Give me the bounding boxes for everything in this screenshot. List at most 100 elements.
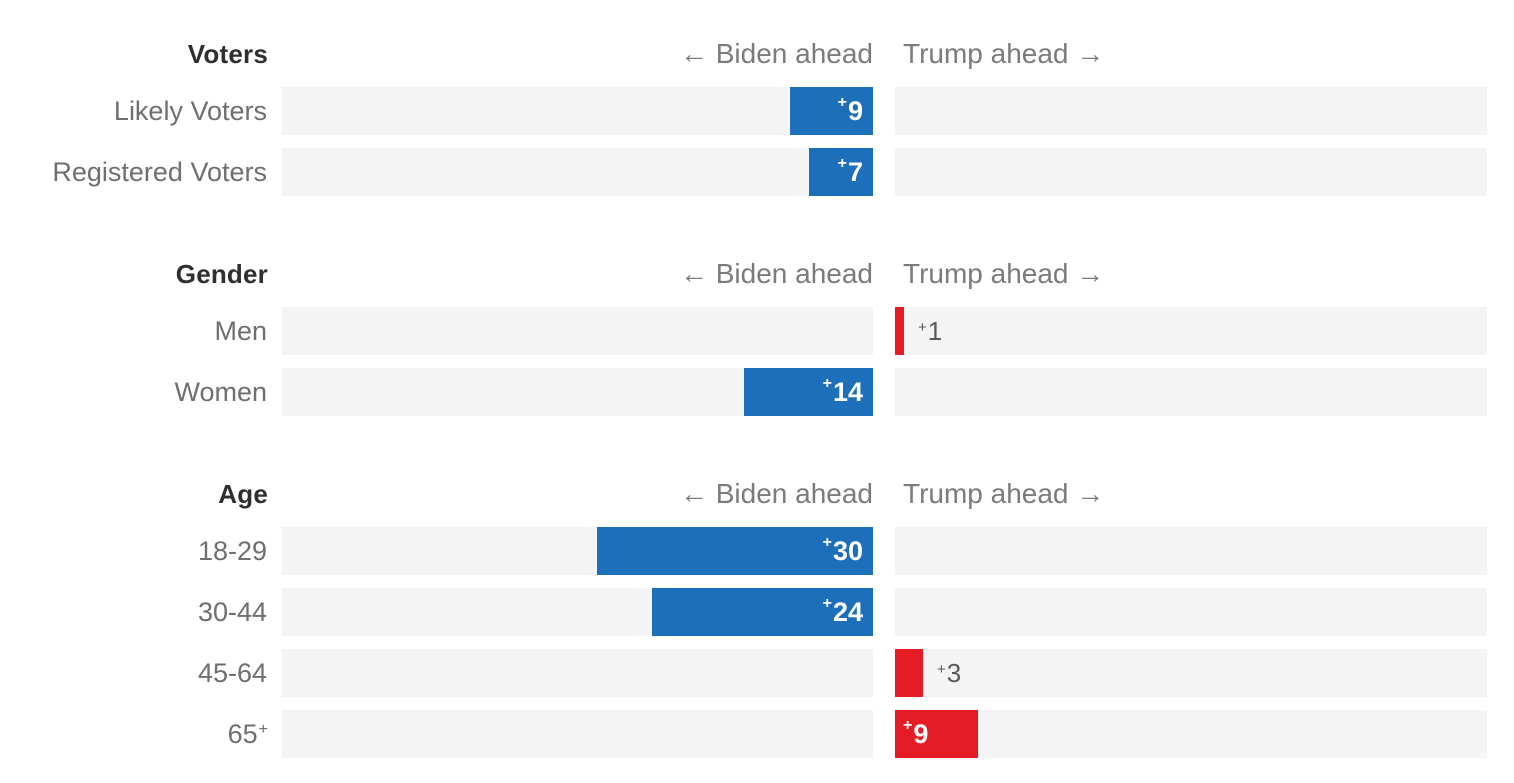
trump-side-track: [895, 588, 1487, 636]
biden-margin-bar: +24: [652, 588, 873, 636]
biden-side-track: +9: [282, 87, 873, 135]
biden-side-track: +24: [282, 588, 873, 636]
row-65: 65+ +9: [0, 710, 1514, 758]
spacer: [268, 253, 282, 295]
row-likely-voters: Likely Voters +9: [0, 87, 1514, 135]
trump-side-track: [895, 87, 1487, 135]
biden-margin-bar: +9: [790, 87, 873, 135]
poll-margin-chart: Voters ← Biden ahead Trump ahead → Likely V…: [0, 33, 1514, 758]
center-gap: [873, 87, 895, 140]
margin-value-sign: +: [837, 155, 847, 172]
trump-side-track: +1: [895, 307, 1487, 355]
row-label-text: Women: [174, 377, 267, 407]
biden-ahead-direction-label: ← Biden ahead: [679, 478, 873, 509]
trump-side-track: [895, 148, 1487, 196]
section-header-row: Age ← Biden ahead Trump ahead →: [0, 473, 1514, 515]
spacer: [268, 473, 282, 515]
row-label-text: 18-29: [197, 536, 267, 566]
center-gap: [873, 473, 895, 515]
row-18-29: 18-29 +30: [0, 527, 1514, 575]
biden-side-track: [282, 307, 873, 355]
spacer: [268, 649, 282, 702]
row-label-text: Men: [214, 316, 267, 346]
margin-value: 9: [847, 95, 863, 126]
section-header-row: Gender ← Biden ahead Trump ahead →: [0, 253, 1514, 295]
trump-side-track: +9: [895, 710, 1487, 758]
row-label: 65+: [0, 710, 268, 763]
row-30-44: 30-44 +24: [0, 588, 1514, 636]
section-gap: [0, 429, 1514, 473]
spacer: [268, 148, 282, 201]
margin-value-sign: +: [837, 94, 847, 111]
row-label-text: 65: [227, 719, 258, 749]
biden-side-track: [282, 710, 873, 758]
section-title: Gender: [175, 259, 268, 289]
center-gap: [873, 253, 895, 295]
section-header-row: Voters ← Biden ahead Trump ahead →: [0, 33, 1514, 75]
trump-margin-bar: [895, 307, 904, 355]
margin-value-sign: +: [918, 319, 927, 336]
biden-side-track: +14: [282, 368, 873, 416]
spacer: [268, 588, 282, 641]
row-label: Men: [0, 307, 268, 360]
row-label-text: Likely Voters: [113, 96, 267, 126]
biden-margin-bar: +7: [809, 148, 873, 196]
margin-value-sign: +: [822, 595, 832, 612]
biden-margin-bar: +30: [597, 527, 873, 575]
margin-value-sign: +: [822, 375, 832, 392]
biden-ahead-direction-label: ← Biden ahead: [679, 38, 873, 69]
section-gap: [0, 209, 1514, 253]
center-gap: [873, 527, 895, 580]
trump-ahead-direction-label: Trump ahead →: [903, 38, 1105, 69]
row-label-text: 30-44: [197, 597, 267, 627]
row-45-64: 45-64 +3: [0, 649, 1514, 697]
spacer: [268, 368, 282, 421]
spacer: [268, 307, 282, 360]
center-gap: [873, 33, 895, 75]
row-label: 18-29: [0, 527, 268, 580]
trump-margin-bar: +9: [895, 710, 978, 758]
biden-side-track: +30: [282, 527, 873, 575]
center-gap: [873, 148, 895, 201]
center-gap: [873, 368, 895, 421]
margin-value: 7: [847, 156, 863, 187]
margin-value-sign: +: [937, 661, 946, 678]
trump-side-track: +3: [895, 649, 1487, 697]
margin-value-sign: +: [822, 534, 832, 551]
spacer: [268, 527, 282, 580]
section-age: Age ← Biden ahead Trump ahead → 18-29 +30 30-…: [0, 473, 1514, 758]
margin-value: 30: [832, 535, 863, 566]
center-gap: [873, 649, 895, 702]
margin-value: 24: [832, 596, 863, 627]
trump-side-track: [895, 527, 1487, 575]
biden-ahead-direction-label: ← Biden ahead: [679, 258, 873, 289]
center-gap: [873, 588, 895, 641]
margin-value: 1: [927, 316, 943, 346]
row-label: 45-64: [0, 649, 268, 702]
section-gender: Gender ← Biden ahead Trump ahead → Men +1 Wom…: [0, 253, 1514, 416]
margin-value: 14: [832, 376, 863, 407]
spacer: [268, 710, 282, 763]
biden-margin-bar: +14: [744, 368, 873, 416]
trump-margin-bar: [895, 649, 923, 697]
row-registered-voters: Registered Voters +7: [0, 148, 1514, 196]
row-label-superscript: +: [258, 721, 268, 738]
section-title: Voters: [187, 39, 268, 69]
margin-value: 9: [913, 718, 929, 749]
margin-value: 3: [946, 658, 962, 688]
margin-value-sign: +: [903, 717, 913, 734]
row-men: Men +1: [0, 307, 1514, 355]
margin-value-outside: +1: [918, 307, 942, 355]
biden-side-track: [282, 649, 873, 697]
row-label: Registered Voters: [0, 148, 268, 201]
row-women: Women +14: [0, 368, 1514, 416]
spacer: [268, 33, 282, 75]
margin-value-outside: +3: [937, 649, 961, 697]
trump-ahead-direction-label: Trump ahead →: [903, 478, 1105, 509]
biden-side-track: +7: [282, 148, 873, 196]
row-label: Women: [0, 368, 268, 421]
row-label: 30-44: [0, 588, 268, 641]
section-title: Age: [218, 479, 268, 509]
section-voters: Voters ← Biden ahead Trump ahead → Likely V…: [0, 33, 1514, 196]
center-gap: [873, 710, 895, 763]
